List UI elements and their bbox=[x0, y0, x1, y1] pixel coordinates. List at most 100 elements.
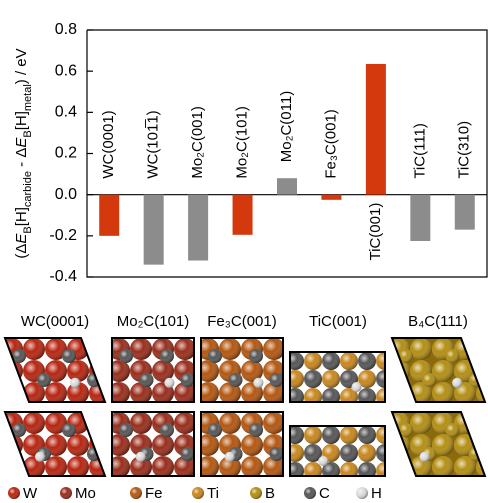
structure-label: TiC(001) bbox=[309, 313, 367, 330]
legend-label: C bbox=[319, 485, 330, 502]
atom-shade bbox=[174, 412, 196, 434]
y-label-part: ) / eV bbox=[13, 48, 30, 84]
atom-shade bbox=[446, 423, 460, 437]
category-label: TiC(111) bbox=[411, 123, 428, 179]
atom-shade bbox=[130, 412, 152, 434]
atom-shade bbox=[70, 378, 80, 388]
bar bbox=[455, 195, 475, 230]
structure-label: B₄C(111) bbox=[408, 313, 468, 330]
atom-shade bbox=[322, 352, 340, 370]
y-tick-label: 0.0 bbox=[55, 186, 77, 203]
atom-shade bbox=[304, 462, 322, 480]
atom bbox=[476, 434, 488, 456]
structure-panel bbox=[108, 412, 196, 478]
legend-label: W bbox=[23, 485, 38, 502]
atom-shade bbox=[286, 426, 304, 444]
atom-shade bbox=[208, 423, 222, 437]
atom-shade bbox=[249, 423, 263, 437]
atom-shade bbox=[152, 434, 174, 456]
legend-label: Fe bbox=[145, 485, 163, 502]
atom-shade bbox=[286, 388, 304, 406]
atom-shade bbox=[358, 444, 376, 462]
atom-shade bbox=[136, 452, 146, 462]
figure: -0.4-0.20.00.20.40.60.8(ΔEB[H]carbide - … bbox=[0, 0, 488, 503]
atom-shade bbox=[446, 349, 460, 363]
structure-label: WC(0001) bbox=[21, 313, 89, 330]
structure-panel bbox=[286, 426, 394, 480]
category-label: Mo₂C(001) bbox=[189, 106, 206, 179]
atom-shade bbox=[322, 370, 340, 388]
structure-label: Mo₂C(101) bbox=[117, 313, 190, 330]
legend-label: B bbox=[265, 485, 275, 502]
atom-shade bbox=[62, 349, 76, 363]
atom-shade bbox=[388, 382, 410, 404]
y-tick-label: -0.4 bbox=[49, 268, 77, 285]
atom-shade bbox=[476, 412, 488, 434]
atom-shade bbox=[89, 338, 111, 360]
atom-shade bbox=[253, 378, 263, 388]
y-tick-label: 0.4 bbox=[55, 104, 77, 121]
atom-shade bbox=[219, 338, 241, 360]
category-label: TiC(001) bbox=[367, 203, 384, 261]
atom-shade bbox=[208, 349, 222, 363]
legend-label: Ti bbox=[207, 485, 219, 502]
atom-shade bbox=[304, 388, 322, 406]
atom-shade bbox=[263, 412, 285, 434]
atom-shade bbox=[174, 338, 196, 360]
y-label-part: [H] bbox=[13, 207, 30, 226]
atom-shade bbox=[62, 423, 76, 437]
atom-shade bbox=[37, 373, 51, 387]
atom-shade bbox=[476, 360, 488, 382]
category-label: Fe₃C(001) bbox=[322, 109, 339, 178]
atom-shade bbox=[225, 452, 235, 462]
atom-shade bbox=[358, 426, 376, 444]
atom-shade bbox=[318, 456, 328, 466]
atom-shade bbox=[1, 456, 23, 478]
y-label-part: carbide bbox=[22, 171, 34, 207]
legend-swatch-shade bbox=[8, 487, 20, 499]
atom-shade bbox=[89, 412, 111, 434]
atom-shade bbox=[270, 373, 284, 387]
legend-swatch-shade bbox=[304, 487, 316, 499]
atom-shade bbox=[340, 352, 358, 370]
atom-shade bbox=[476, 338, 488, 360]
bar bbox=[144, 195, 164, 265]
bar bbox=[99, 195, 119, 236]
structure-panel bbox=[286, 352, 394, 406]
atom-shade bbox=[410, 338, 432, 360]
atom-shade bbox=[263, 338, 285, 360]
atom-shade bbox=[322, 388, 340, 406]
atom-shade bbox=[410, 412, 432, 434]
atom bbox=[388, 456, 410, 478]
atom-shade bbox=[160, 349, 174, 363]
atom-shade bbox=[286, 462, 304, 480]
atom-shade bbox=[270, 447, 284, 461]
structure-panel bbox=[197, 338, 285, 404]
atom-shade bbox=[130, 338, 152, 360]
atom-shade bbox=[286, 370, 304, 388]
legend-swatch-shade bbox=[60, 487, 72, 499]
atom-shade bbox=[67, 360, 89, 382]
atom-shade bbox=[23, 412, 45, 434]
category-label: WC(0001) bbox=[100, 110, 117, 178]
bar bbox=[188, 195, 208, 261]
y-label-part: B bbox=[22, 226, 34, 233]
atom-shade bbox=[420, 452, 430, 462]
atom bbox=[476, 412, 488, 434]
atom-shade bbox=[119, 349, 133, 363]
y-label-part: - Δ bbox=[13, 148, 30, 171]
atom-shade bbox=[304, 352, 322, 370]
atom-shade bbox=[422, 373, 436, 387]
atom-shade bbox=[358, 462, 376, 480]
atom-shade bbox=[249, 349, 263, 363]
atom-shade bbox=[67, 434, 89, 456]
atom bbox=[89, 338, 111, 360]
atom-shade bbox=[286, 352, 304, 370]
atom-shade bbox=[432, 382, 454, 404]
bar bbox=[233, 195, 253, 235]
bar bbox=[366, 64, 386, 195]
atom-shade bbox=[340, 426, 358, 444]
y-tick-label: 0.2 bbox=[55, 145, 77, 162]
atom bbox=[1, 382, 23, 404]
atom-shade bbox=[181, 447, 195, 461]
